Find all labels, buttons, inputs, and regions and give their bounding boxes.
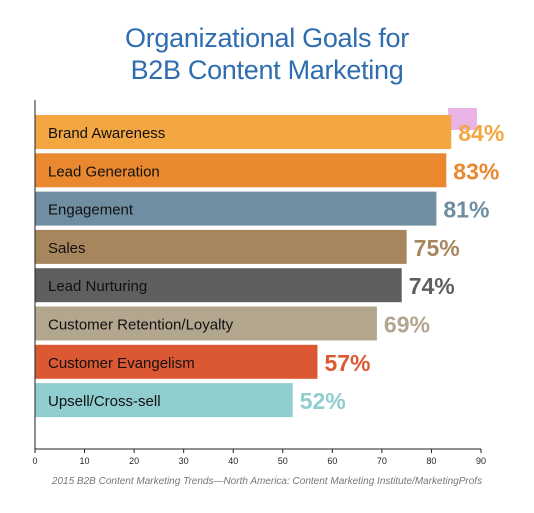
value-label-highlight	[448, 108, 477, 130]
x-tick-label: 20	[129, 456, 139, 466]
source-caption: 2015 B2B Content Marketing Trends—North …	[51, 476, 483, 487]
x-tick-label: 0	[32, 456, 37, 466]
category-label: Brand Awareness	[48, 125, 165, 142]
x-tick-label: 30	[179, 456, 189, 466]
data-label: 75%	[414, 235, 460, 261]
x-tick-label: 90	[476, 456, 486, 466]
bar	[35, 229, 407, 264]
data-label: 74%	[409, 273, 455, 299]
category-label: Lead Nurturing	[48, 278, 147, 295]
data-label: 84%	[458, 120, 504, 146]
x-tick-label: 50	[278, 456, 288, 466]
bar-chart: Brand Awareness 84% Lead Generation 83% Enga…	[32, 100, 504, 466]
x-tick-label: 60	[327, 456, 337, 466]
x-tick-label: 40	[228, 456, 238, 466]
data-label: 83%	[453, 158, 499, 184]
x-tick-label: 10	[80, 456, 90, 466]
bar	[35, 115, 452, 149]
category-label: Sales	[48, 240, 86, 257]
bar	[35, 268, 402, 303]
data-label: 57%	[324, 350, 370, 376]
category-label: Lead Generation	[48, 163, 160, 180]
category-label: Engagement	[48, 202, 134, 219]
chart-title-line-1: Organizational Goals for	[125, 23, 409, 53]
data-label: 81%	[443, 197, 489, 223]
bar	[35, 344, 318, 379]
bar	[35, 306, 377, 341]
bar	[35, 191, 437, 226]
data-label: 69%	[384, 312, 430, 338]
category-label: Customer Retention/Loyalty	[48, 317, 234, 334]
data-label: 52%	[300, 388, 346, 414]
bar	[35, 383, 293, 418]
bar	[35, 153, 447, 188]
chart-title-line-2: B2B Content Marketing	[130, 55, 404, 85]
x-tick-label: 80	[426, 456, 436, 466]
category-label: Customer Evangelism	[48, 355, 195, 372]
category-label: Upsell/Cross-sell	[48, 393, 161, 410]
x-tick-label: 70	[377, 456, 387, 466]
